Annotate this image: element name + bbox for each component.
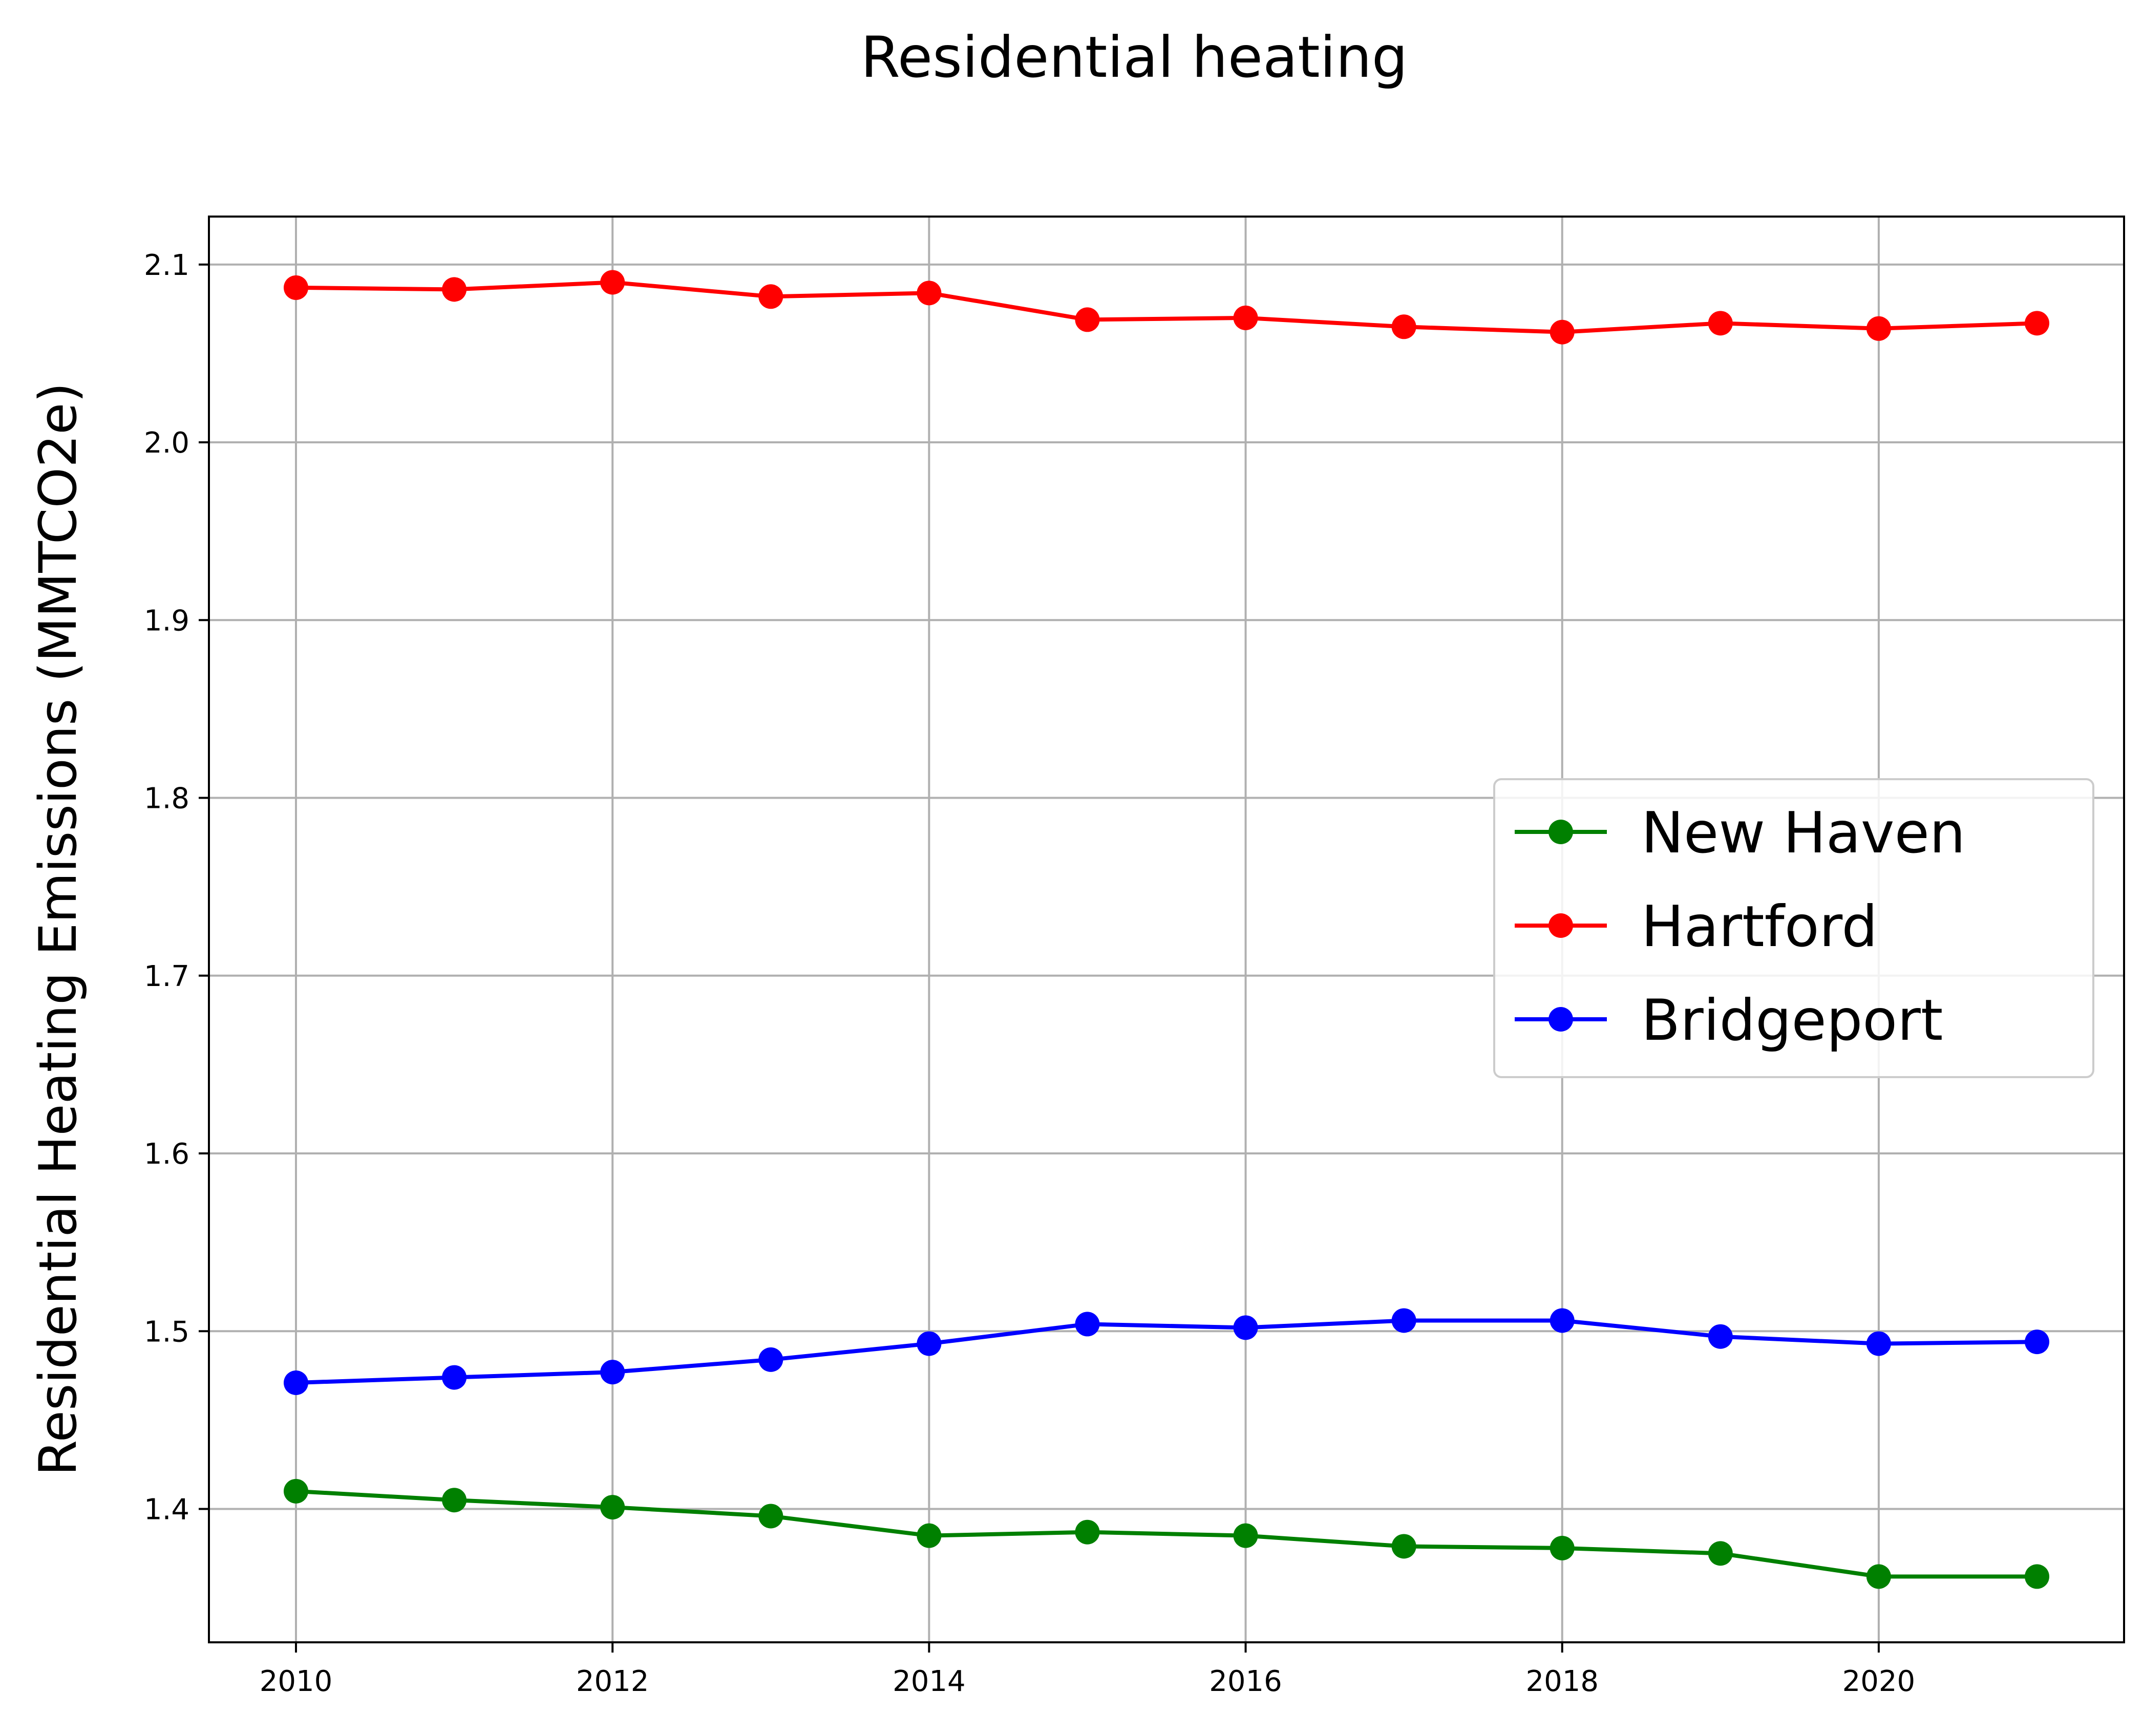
data-point-new-haven bbox=[917, 1523, 942, 1548]
y-tick-label: 2.0 bbox=[144, 426, 189, 460]
legend-label-bridgeport: Bridgeport bbox=[1641, 988, 1943, 1054]
data-point-hartford bbox=[442, 277, 467, 302]
x-tick-label: 2014 bbox=[893, 1665, 966, 1698]
y-tick-label: 2.1 bbox=[144, 249, 189, 282]
legend-item-new-haven: New Haven bbox=[1515, 800, 1965, 866]
data-point-new-haven bbox=[1866, 1564, 1891, 1589]
data-point-bridgeport bbox=[1550, 1308, 1575, 1333]
x-tick-label: 2012 bbox=[576, 1665, 649, 1698]
legend-marker-hartford bbox=[1548, 913, 1573, 938]
y-tick-label: 1.9 bbox=[144, 604, 189, 637]
legend-label-new-haven: New Haven bbox=[1641, 800, 1965, 866]
x-tick-label: 2010 bbox=[260, 1665, 333, 1698]
series-line-bridgeport bbox=[295, 1318, 2038, 1385]
data-point-bridgeport bbox=[1708, 1324, 1733, 1349]
data-point-bridgeport bbox=[1233, 1315, 1258, 1340]
data-point-bridgeport bbox=[600, 1360, 625, 1385]
data-point-hartford bbox=[758, 284, 783, 309]
legend-marker-new-haven bbox=[1548, 820, 1573, 844]
data-point-hartford bbox=[1866, 316, 1891, 341]
data-point-new-haven bbox=[1391, 1534, 1416, 1559]
data-point-hartford bbox=[1391, 314, 1416, 339]
legend-item-hartford: Hartford bbox=[1515, 894, 1878, 960]
x-tick-label: 2016 bbox=[1209, 1665, 1282, 1698]
y-tick-label: 1.6 bbox=[144, 1138, 189, 1171]
data-point-hartford bbox=[1708, 311, 1733, 336]
chart-title: Residential heating bbox=[861, 25, 1408, 91]
data-point-bridgeport bbox=[2025, 1330, 2049, 1355]
data-point-bridgeport bbox=[1391, 1308, 1416, 1333]
legend-marker-bridgeport bbox=[1548, 1007, 1573, 1032]
plot-frame bbox=[208, 216, 2125, 1643]
x-tick-label: 2020 bbox=[1842, 1665, 1916, 1698]
x-tick-label: 2018 bbox=[1525, 1665, 1599, 1698]
series-layer bbox=[284, 270, 2049, 1589]
data-point-hartford bbox=[1233, 305, 1258, 330]
data-point-bridgeport bbox=[917, 1331, 942, 1356]
data-point-bridgeport bbox=[758, 1347, 783, 1372]
data-point-hartford bbox=[1550, 319, 1575, 345]
y-axis-label: Residential Heating Emissions (MMTCO2e) bbox=[28, 382, 88, 1476]
data-point-bridgeport bbox=[442, 1365, 467, 1390]
y-tick-label: 1.4 bbox=[144, 1493, 189, 1527]
series-new-haven bbox=[284, 1478, 2049, 1589]
data-point-new-haven bbox=[600, 1495, 625, 1520]
data-point-hartford bbox=[2025, 311, 2049, 336]
legend-label-hartford: Hartford bbox=[1641, 894, 1878, 960]
series-hartford bbox=[284, 270, 2049, 345]
data-point-new-haven bbox=[442, 1488, 467, 1513]
series-line-new-haven bbox=[295, 1489, 2037, 1579]
y-tick-label: 1.7 bbox=[144, 960, 189, 993]
data-point-new-haven bbox=[2025, 1564, 2049, 1589]
y-tick-label: 1.8 bbox=[144, 782, 189, 816]
ticks: 2010 2012 2014 2016 2018 2020 1.4 1.5 1.6 1.7 1.8 1… bbox=[144, 249, 1915, 1698]
data-point-new-haven bbox=[1233, 1523, 1258, 1548]
data-point-bridgeport bbox=[284, 1370, 308, 1396]
legend-box bbox=[1493, 778, 2094, 1078]
data-point-hartford bbox=[1075, 307, 1100, 332]
data-point-new-haven bbox=[1075, 1519, 1100, 1545]
data-point-new-haven bbox=[758, 1504, 783, 1529]
legend: New Haven Hartford Bridgeport bbox=[1493, 778, 2094, 1078]
data-point-bridgeport bbox=[1866, 1331, 1891, 1356]
data-point-new-haven bbox=[1708, 1541, 1733, 1566]
data-point-new-haven bbox=[284, 1478, 308, 1504]
series-bridgeport bbox=[284, 1308, 2049, 1396]
data-point-hartford bbox=[917, 281, 942, 306]
data-point-hartford bbox=[600, 270, 625, 295]
data-point-bridgeport bbox=[1075, 1312, 1100, 1337]
legend-item-bridgeport: Bridgeport bbox=[1515, 988, 1943, 1054]
data-point-new-haven bbox=[1550, 1535, 1575, 1560]
y-tick-label: 1.5 bbox=[144, 1315, 189, 1348]
series-line-hartford bbox=[295, 280, 2038, 334]
data-point-hartford bbox=[284, 275, 308, 300]
